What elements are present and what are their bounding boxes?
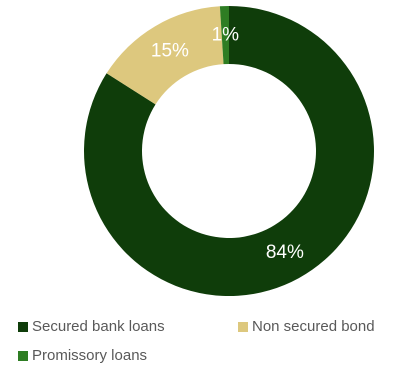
legend-label-non-secured-bond: Non secured bond bbox=[252, 318, 375, 335]
donut-chart-plot: 84% 15% 1% bbox=[83, 6, 374, 296]
legend-label-promissory-loans: Promissory loans bbox=[32, 347, 148, 364]
slice-secured-bank-loans bbox=[83, 6, 374, 296]
legend-swatch-secured-bank-loans bbox=[18, 321, 28, 332]
slice-promissory-loans bbox=[219, 6, 229, 65]
data-label-secured-bank-loans: 84% bbox=[266, 242, 304, 263]
legend-swatch-promissory-loans bbox=[18, 350, 28, 361]
legend-item-promissory-loans: Promissory loans bbox=[18, 347, 147, 364]
data-label-promissory-loans: 1% bbox=[212, 25, 240, 46]
legend-label-secured-bank-loans: Secured bank loans bbox=[32, 318, 165, 335]
data-label-non-secured-bond: 15% bbox=[151, 41, 189, 62]
legend-swatch-non-secured-bond bbox=[238, 321, 248, 332]
legend-item-secured-bank-loans: Secured bank loans bbox=[18, 318, 165, 335]
slice-non-secured-bond bbox=[106, 6, 224, 105]
legend-item-non-secured-bond: Non secured bond bbox=[238, 318, 375, 335]
